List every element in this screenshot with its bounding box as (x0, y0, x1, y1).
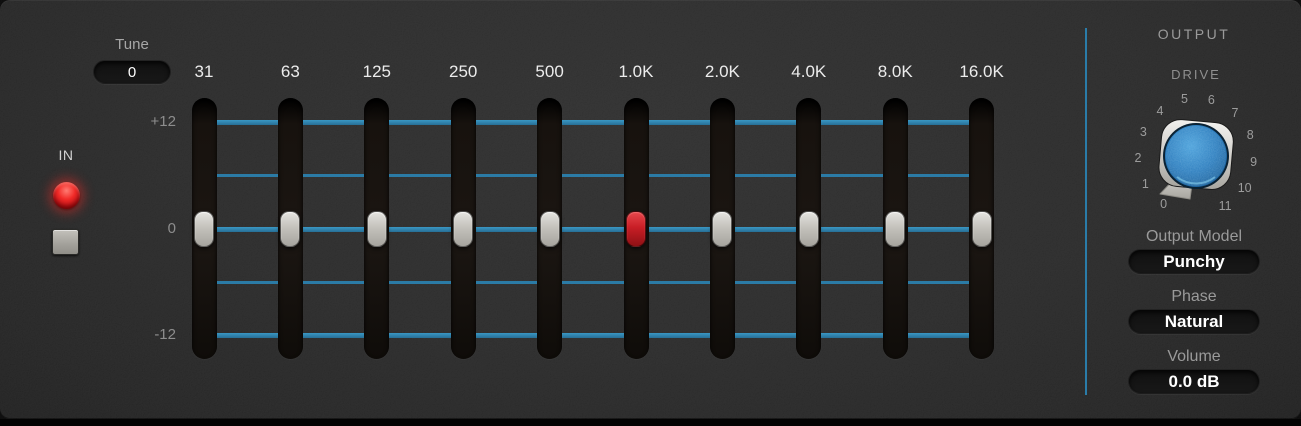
output-section-title: OUTPUT (1157, 26, 1231, 42)
freq-label-8.0K: 8.0K (877, 62, 913, 81)
volume-field[interactable]: 0.0 dB (1128, 369, 1260, 394)
phase-field[interactable]: Natural (1128, 309, 1260, 334)
drive-scale-10: 10 (1237, 180, 1252, 195)
slider-handle-8.0K[interactable] (885, 210, 906, 247)
freq-label-500: 500 (535, 62, 564, 81)
drive-scale-8: 8 (1246, 128, 1254, 143)
output-model-field[interactable]: Punchy (1128, 249, 1260, 274)
scale-label-minus12: -12 (154, 326, 176, 343)
slider-handle-500[interactable] (539, 210, 560, 247)
slider-handle-4.0K[interactable] (798, 210, 819, 247)
drive-scale-7: 7 (1231, 106, 1239, 121)
volume-label: Volume (1167, 348, 1221, 365)
section-divider (1085, 28, 1087, 395)
gridline-minus12 (204, 332, 982, 338)
freq-label-63: 63 (280, 62, 300, 81)
gridline-plus12 (204, 119, 982, 125)
freq-label-31: 31 (194, 62, 214, 81)
freq-label-4.0K: 4.0K (791, 62, 827, 81)
slider-handle-63[interactable] (280, 210, 301, 247)
gridline-minus6 (204, 280, 982, 284)
drive-scale-6: 6 (1207, 93, 1215, 108)
slider-handle-125[interactable] (366, 210, 387, 247)
slider-handle-2.0K[interactable] (712, 210, 733, 247)
drive-scale-4: 4 (1156, 103, 1164, 118)
phase-label: Phase (1171, 288, 1217, 305)
input-led-button[interactable] (53, 182, 80, 209)
phase-value: Natural (1164, 311, 1224, 331)
drive-scale-3: 3 (1139, 124, 1147, 139)
drive-scale-11: 11 (1218, 199, 1232, 214)
freq-label-125: 125 (362, 62, 391, 81)
input-toggle-button[interactable] (52, 229, 79, 255)
drive-scale-2: 2 (1134, 151, 1142, 166)
scale-label-plus12: +12 (150, 113, 176, 130)
freq-label-1.0K: 1.0K (618, 62, 654, 81)
tune-value: 0 (127, 63, 137, 81)
freq-label-16.0K: 16.0K (959, 62, 1004, 81)
freq-label-2.0K: 2.0K (704, 62, 740, 81)
tune-label: Tune (115, 36, 149, 53)
tune-field[interactable]: 0 (93, 60, 171, 84)
output-model-value: Punchy (1163, 251, 1225, 271)
volume-value: 0.0 dB (1168, 371, 1220, 391)
drive-scale-0: 0 (1160, 197, 1168, 212)
drive-scale-9: 9 (1250, 155, 1258, 170)
drive-scale-1: 1 (1141, 177, 1149, 192)
drive-label: DRIVE (1171, 67, 1221, 82)
drive-scale-5: 5 (1180, 92, 1188, 107)
output-model-label: Output Model (1145, 228, 1243, 245)
slider-handle-250[interactable] (453, 210, 474, 247)
gridline-zero (204, 226, 982, 232)
slider-handle-16.0K[interactable] (971, 210, 992, 247)
freq-label-250: 250 (449, 62, 478, 81)
drive-knob[interactable] (1146, 106, 1246, 206)
slider-handle-31[interactable] (194, 210, 214, 247)
input-label: IN (58, 147, 74, 163)
scale-label-zero: 0 (167, 220, 176, 237)
gridline-plus6 (204, 174, 982, 177)
slider-handle-1.0K[interactable] (626, 210, 646, 247)
